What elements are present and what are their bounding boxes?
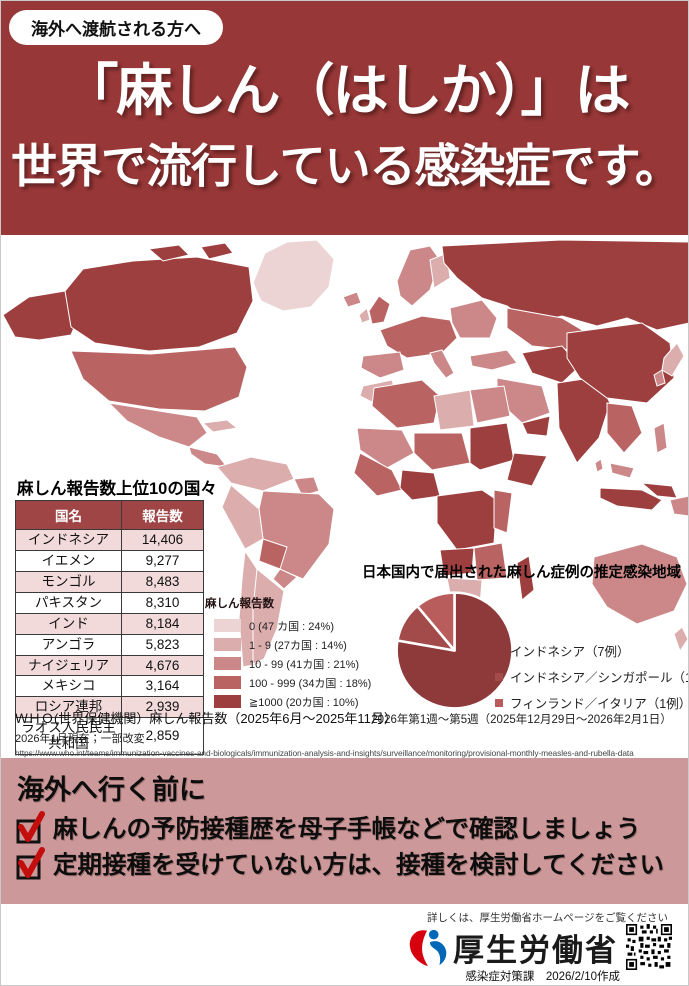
legend-item: 10 - 99 (41カ国 : 21%) — [205, 654, 371, 673]
footer: 詳しくは、厚生労働省ホームページをご覧ください 厚生労働省 — [1, 904, 688, 985]
advice-item: 麻しんの予防接種歴を母子手帳などで確認しましょう — [15, 810, 641, 845]
legend-swatch — [214, 638, 241, 651]
pie-chart-section: 日本国内で届出された麻しん症例の推定感染地域 インドネシア（7例） インドネシア… — [353, 561, 688, 729]
source-url-link[interactable]: https://www.who.int/teams/immunization-v… — [15, 748, 634, 758]
table-row: ラオス人民民主共和国 2,859 — [15, 717, 204, 756]
top10-table: 国名 報告数 インドネシア 14,406 イエメン 9,277 モンゴル 8,483 … — [15, 500, 204, 756]
legend-item: 0 (47 カ国 : 24%) — [205, 616, 371, 635]
table-title: 麻しん報告数上位10の国々 — [17, 480, 217, 498]
pie-legend-item: インドネシア（7例） — [495, 641, 688, 660]
pie-caption: 2026年第1週～第5週（2025年12月29日～2026年2月1日） — [371, 714, 672, 726]
pie-slice-finland-italy — [416, 591, 456, 652]
pie-legend-marker — [495, 646, 503, 655]
pie-legend-item: フィンランド／イタリア（1例） — [495, 693, 688, 712]
qr-code — [626, 924, 672, 970]
table-row: メキシコ 3,164 — [15, 675, 204, 698]
footer-logo-row: 厚生労働省 — [407, 924, 672, 970]
poster-title: 「麻しん（はしか）」は 世界で流行している感染症です。 — [1, 47, 688, 197]
map-legend: 麻しん報告数 0 (47 カ国 : 24%) 1 - 9 (27カ国 : 14%… — [205, 595, 371, 711]
advice-item: 定期接種を受けていない方は、接種を検討してください — [15, 846, 664, 881]
table-row: パキスタン 8,310 — [15, 591, 204, 614]
legend-swatch — [214, 676, 241, 689]
col-header-count: 報告数 — [121, 500, 204, 530]
table-row: アンゴラ 5,823 — [15, 633, 204, 656]
legend-swatch — [214, 619, 241, 632]
audience-badge: 海外へ渡航される方へ — [9, 10, 223, 45]
who-source-line: ＷＨＯ(世界保健機関）麻しん報告数（2025年6月～2025年11月） — [15, 711, 397, 726]
legend-item: ≧1000 (20カ国 : 10%) — [205, 692, 371, 711]
table-row: インド 8,184 — [15, 612, 204, 635]
table-row: ナイジェリア 4,676 — [15, 654, 204, 677]
footer-org-name: 厚生労働省 — [453, 932, 618, 968]
audience-badge-label: 海外へ渡航される方へ — [31, 20, 201, 39]
pie-title: 日本国内で届出された麻しん症例の推定感染地域 — [362, 565, 681, 581]
pie-legend-marker — [495, 698, 503, 707]
legend-item: 1 - 9 (27カ国 : 14%) — [205, 635, 371, 654]
legend-item: 100 - 999 (34カ国 : 18%) — [205, 673, 371, 692]
table-row: モンゴル 8,483 — [15, 570, 204, 593]
checkbox-check-icon — [16, 846, 45, 879]
advice-heading: 海外へ行く前に — [17, 775, 206, 805]
table-row: ロシア連邦 2,939 — [15, 696, 204, 719]
checkbox-check-icon — [16, 810, 45, 843]
advice-band: 海外へ行く前に 麻しんの予防接種歴を母子手帳などで確認しましょう 定期接種を受け… — [1, 758, 688, 904]
footer-credit: 感染症対策課 2026/2/10作成 — [465, 971, 620, 983]
map-legend-title: 麻しん報告数 — [205, 598, 274, 610]
poster-title-line1: 「麻しん（はしか）」は — [62, 59, 631, 122]
legend-swatch — [214, 695, 241, 708]
table-row: インドネシア 14,406 — [15, 529, 204, 551]
footer-notice: 詳しくは、厚生労働省ホームページをご覧ください — [427, 912, 668, 924]
poster-title-line2: 世界で流行している感染症です。 — [10, 140, 681, 192]
revision-note: 2026年1月現在；一部改変 — [15, 733, 145, 745]
pie-legend-item: インドネシア／シンガポール（1例） — [495, 667, 688, 686]
pie-legend-marker — [495, 672, 503, 681]
header-banner: 海外へ渡航される方へ 「麻しん（はしか）」は 世界で流行している感染症です。 — [1, 1, 688, 235]
col-header-country: 国名 — [15, 500, 122, 530]
table-row: イエメン 9,277 — [15, 549, 204, 572]
pie-chart — [395, 591, 514, 710]
pie-legend: インドネシア（7例） インドネシア／シンガポール（1例） フィンランド／イタリア… — [495, 641, 688, 712]
mhlw-logo-icon — [409, 929, 447, 967]
table-header-row: 国名 報告数 — [15, 500, 204, 530]
legend-swatch — [214, 657, 241, 670]
